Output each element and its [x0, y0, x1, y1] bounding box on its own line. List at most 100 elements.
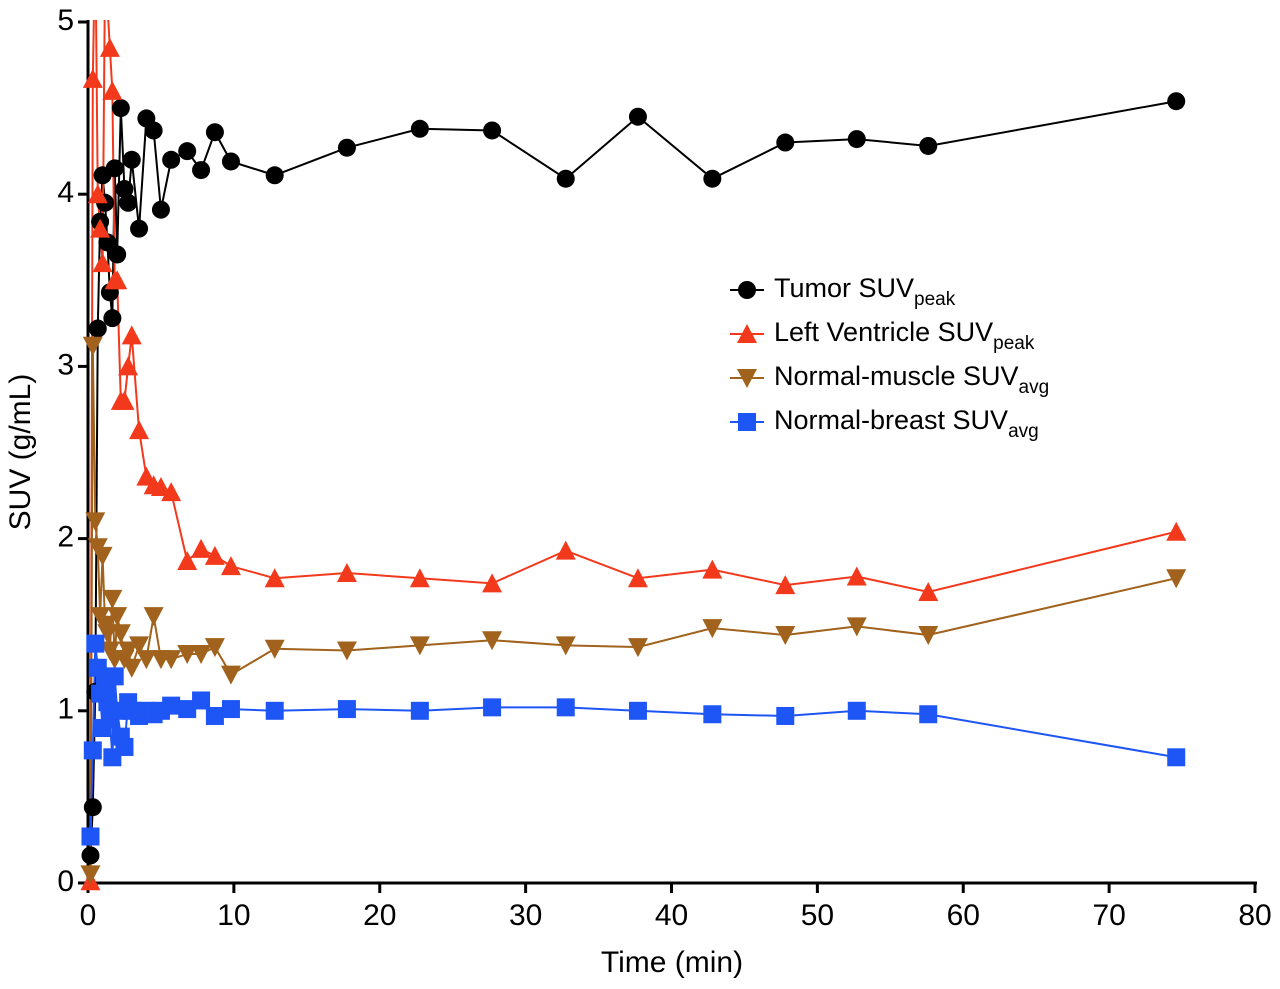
- point: [264, 568, 285, 588]
- point: [150, 476, 171, 496]
- point: [409, 636, 430, 656]
- point: [220, 556, 241, 576]
- point: [776, 133, 795, 152]
- x-tick-label: 50: [801, 899, 834, 932]
- point: [846, 617, 867, 637]
- point: [98, 233, 117, 252]
- legend-label: Left Ventricle SUVpeak: [774, 317, 1035, 354]
- point: [110, 624, 131, 644]
- point: [178, 700, 197, 719]
- point: [108, 245, 127, 264]
- point: [115, 737, 134, 756]
- point: [151, 200, 170, 219]
- point: [919, 136, 938, 155]
- series-line: [89, 643, 1177, 837]
- point: [119, 193, 138, 212]
- legend-subscript: peak: [993, 333, 1035, 354]
- point: [161, 650, 182, 670]
- point: [204, 545, 225, 565]
- point: [121, 325, 142, 345]
- point: [97, 624, 118, 644]
- point: [191, 644, 212, 664]
- point: [1166, 521, 1187, 541]
- point: [628, 701, 647, 720]
- y-tick-label: 1: [57, 693, 74, 726]
- point: [775, 575, 796, 595]
- point: [628, 107, 647, 126]
- legend-marker: [737, 324, 757, 343]
- point: [136, 650, 157, 670]
- y-tick-label: 4: [57, 176, 74, 209]
- point: [221, 700, 240, 719]
- legend-name: Normal-muscle SUV: [774, 361, 1019, 391]
- point: [627, 638, 648, 658]
- x-tick-label: 80: [1238, 899, 1271, 932]
- point: [115, 180, 134, 199]
- y-tick-label: 2: [57, 521, 74, 554]
- point: [410, 701, 429, 720]
- point: [105, 667, 124, 686]
- point: [205, 706, 224, 725]
- point: [265, 166, 284, 185]
- legend-subscript: peak: [914, 289, 956, 310]
- point: [482, 573, 503, 593]
- point: [483, 121, 502, 140]
- point: [102, 80, 123, 100]
- point: [88, 658, 107, 677]
- plot-area: [80, 0, 1187, 891]
- point: [410, 119, 429, 138]
- point: [118, 356, 139, 376]
- point: [703, 169, 722, 188]
- point: [111, 99, 130, 118]
- point: [121, 658, 142, 678]
- point: [627, 568, 648, 588]
- point: [555, 540, 576, 560]
- point: [162, 150, 181, 169]
- point: [97, 0, 117, 14]
- legend-label: Normal-breast SUVavg: [774, 405, 1039, 442]
- x-tick-label: 70: [1092, 899, 1125, 932]
- point: [88, 319, 107, 338]
- x-axis-label: Time (min): [601, 946, 743, 979]
- point: [81, 827, 100, 846]
- point: [702, 559, 723, 579]
- legend-label: Normal-muscle SUVavg: [774, 361, 1049, 398]
- point: [114, 390, 135, 410]
- point: [85, 512, 106, 532]
- point: [409, 568, 430, 588]
- legend-marker: [737, 369, 757, 388]
- legend-name: Tumor SUV: [774, 273, 914, 303]
- point: [775, 626, 796, 646]
- series-line: [89, 100, 1177, 856]
- point: [1167, 748, 1186, 767]
- point: [99, 37, 120, 57]
- point: [264, 639, 285, 659]
- point: [129, 636, 150, 656]
- legend-subscript: avg: [1008, 421, 1039, 442]
- x-tick-label: 40: [655, 899, 688, 932]
- point: [118, 641, 139, 661]
- point: [144, 121, 163, 140]
- point: [221, 152, 240, 171]
- point: [555, 636, 576, 656]
- point: [162, 696, 181, 715]
- legend-marker: [738, 281, 756, 299]
- y-tick-label: 5: [57, 4, 74, 37]
- point: [177, 550, 198, 570]
- point: [107, 607, 128, 627]
- point: [192, 161, 211, 180]
- legend-marker: [738, 413, 756, 431]
- point: [143, 607, 164, 627]
- point: [92, 546, 113, 566]
- point: [847, 130, 866, 149]
- point: [191, 538, 212, 558]
- point: [90, 218, 111, 238]
- y-tick-label: 0: [57, 865, 74, 898]
- y-axis-label: SUV (g/mL): [4, 374, 37, 531]
- point: [129, 420, 150, 440]
- point: [847, 701, 866, 720]
- x-tick-label: 0: [80, 899, 97, 932]
- point: [703, 705, 722, 724]
- point: [336, 563, 357, 583]
